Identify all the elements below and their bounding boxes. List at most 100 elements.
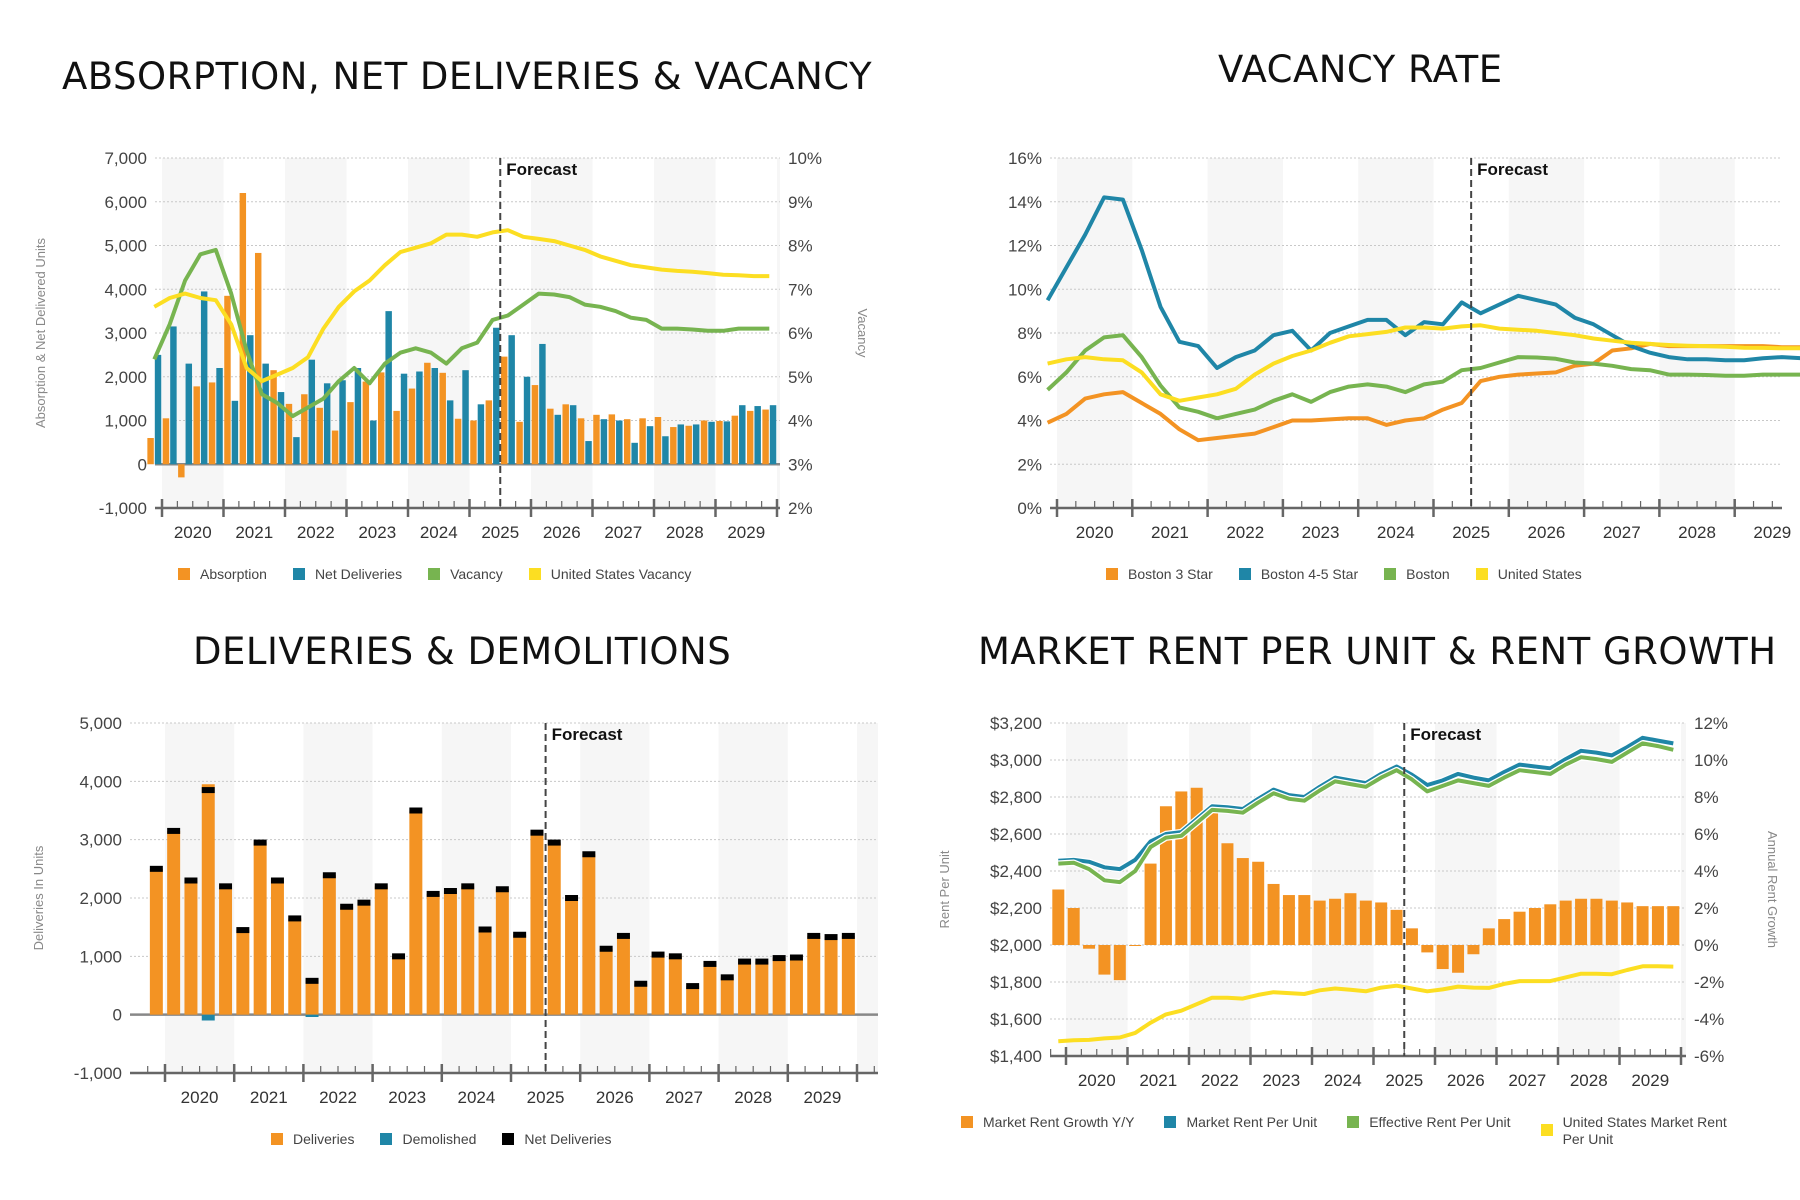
legend-item-demolished[interactable]: Demolished — [380, 1131, 476, 1148]
legend-item-market-rent[interactable]: Market Rent Per Unit — [1164, 1114, 1317, 1131]
bar-absorption — [301, 394, 308, 465]
legend-item-united-states[interactable]: United States — [1475, 566, 1582, 583]
bar-rent-growth — [1651, 906, 1664, 945]
bar-rent-growth — [1467, 945, 1480, 955]
bar-net-deliveries — [400, 373, 408, 465]
legend-item-boston-4-5-star[interactable]: Boston 4-5 Star — [1238, 566, 1358, 583]
legend-label: United States — [1497, 566, 1582, 582]
bar-deliveries — [478, 929, 492, 1015]
legend-item-rent-growth[interactable]: Market Rent Growth Y/Y — [961, 1114, 1134, 1131]
bar-absorption — [224, 295, 231, 465]
legend-label: Demolished — [402, 1131, 477, 1147]
line-united-states — [1047, 323, 1800, 403]
bar-deliveries — [305, 978, 319, 1015]
y2-tick-label: 6% — [788, 324, 813, 343]
y-tick-label: $2,600 — [990, 825, 1042, 844]
panel-absorption: ABSORPTION, NET DELIVERIES & VACANCY -1,… — [0, 0, 900, 600]
legend-label: Net Deliveries — [314, 566, 403, 582]
bar-net-deliveries — [677, 424, 685, 465]
x-tick-label: 2023 — [1302, 523, 1340, 542]
x-tick-label: 2023 — [358, 523, 396, 542]
y-tick-label: 1,000 — [104, 412, 147, 431]
bar-absorption — [685, 425, 692, 465]
bar-rent-growth — [1083, 945, 1096, 949]
y2-tick-label: 2% — [1694, 899, 1719, 918]
bar-rent-growth — [1175, 791, 1188, 945]
legend-item-net-deliveries[interactable]: Net Deliveries — [502, 1131, 612, 1148]
bar-absorption — [623, 419, 631, 465]
y2-tick-label: 6% — [1694, 825, 1719, 844]
bar-net-deliveries — [416, 371, 423, 465]
legend-swatch — [271, 1133, 283, 1145]
legend-label: Effective Rent Per Unit — [1369, 1114, 1511, 1130]
y-tick-label: $2,200 — [990, 899, 1042, 918]
marker-net-deliveries — [582, 851, 596, 858]
bar-absorption — [254, 252, 262, 465]
bar-absorption — [408, 388, 416, 465]
legend-item-us-vacancy[interactable]: United States Vacancy — [528, 566, 691, 583]
bar-absorption — [208, 382, 216, 465]
bar-net-deliveries — [692, 424, 700, 465]
bar-net-deliveries — [616, 420, 623, 465]
legend-swatch — [528, 568, 541, 580]
bar-rent-growth — [1098, 945, 1111, 975]
bar-rent-growth — [1667, 906, 1680, 945]
bar-absorption — [762, 409, 769, 465]
marker-net-deliveries — [149, 865, 163, 872]
bar-deliveries — [167, 830, 181, 1015]
x-tick-label: 2027 — [1508, 1071, 1546, 1090]
panel-market-rent: MARKET RENT PER UNIT & RENT GROWTH $1,40… — [900, 600, 1800, 1200]
x-tick-label: 2028 — [734, 1088, 772, 1107]
bar-net-deliveries — [385, 311, 392, 465]
bar-rent-growth — [1636, 906, 1649, 945]
y-tick-label: 16% — [1008, 149, 1042, 168]
legend-item-vacancy[interactable]: Vacancy — [428, 566, 503, 583]
y2-tick-label: 9% — [788, 193, 813, 212]
bar-absorption — [424, 362, 431, 465]
bar-deliveries — [253, 842, 267, 1015]
y-axis-label: Absorption & Net Delivered Units — [33, 237, 48, 428]
legend-item-absorption[interactable]: Absorption — [178, 566, 267, 583]
y-tick-label: -1,000 — [99, 499, 147, 518]
year-band — [1066, 723, 1128, 1056]
chart-title: VACANCY RATE — [1218, 48, 1503, 91]
bar-net-deliveries — [723, 421, 731, 465]
legend-item-boston-3-star[interactable]: Boston 3 Star — [1106, 566, 1213, 583]
panel-deliveries: DELIVERIES & DEMOLITIONS -1,000 0 1,000 2,0… — [0, 600, 900, 1200]
marker-net-deliveries — [288, 915, 302, 922]
y-tick-label: 6,000 — [104, 193, 147, 212]
bar-rent-growth — [1590, 898, 1603, 945]
bar-absorption — [577, 418, 585, 465]
y-tick-label: 1,000 — [79, 947, 122, 966]
y2-tick-label: 10% — [788, 149, 822, 168]
legend-swatch — [1540, 1124, 1553, 1136]
bar-deliveries — [374, 886, 388, 1015]
y-tick-label: $1,400 — [990, 1047, 1042, 1066]
bar-absorption — [147, 438, 154, 465]
bar-net-deliveries — [170, 326, 177, 465]
bar-deliveries — [236, 930, 250, 1015]
x-tick-label: 2024 — [1377, 523, 1415, 542]
bar-rent-growth — [1405, 928, 1418, 945]
x-tick-label: 2025 — [481, 523, 519, 542]
chart-legend: Boston 3 Star Boston 4-5 Star Boston Uni… — [1106, 566, 1582, 583]
legend-item-boston[interactable]: Boston — [1384, 566, 1450, 583]
y-tick-label: 2% — [1017, 455, 1042, 474]
legend-item-net-deliveries[interactable]: Net Deliveries — [292, 566, 403, 583]
x-tick-label: 2029 — [727, 523, 765, 542]
bar-rent-growth — [1421, 945, 1434, 953]
legend-item-effective-rent[interactable]: Effective Rent Per Unit — [1347, 1114, 1511, 1131]
legend-item-us-market-rent[interactable]: United States Market Rent Per Unit — [1540, 1114, 1733, 1148]
bar-deliveries — [219, 886, 233, 1015]
panel-vacancy-rate: VACANCY RATE 0% 2% 4% 6% 8% 10% 12% 14% 16% 2020 2… — [900, 0, 1800, 600]
bar-deliveries — [634, 983, 648, 1015]
x-tick-label: 2027 — [604, 523, 642, 542]
legend-item-deliveries[interactable]: Deliveries — [271, 1131, 354, 1148]
bar-net-deliveries — [231, 400, 239, 465]
bar-rent-growth — [1113, 945, 1126, 981]
bar-deliveries — [322, 875, 336, 1015]
bar-deliveries — [841, 935, 855, 1015]
legend-swatch — [380, 1133, 393, 1145]
bar-net-deliveries — [523, 376, 531, 465]
marker-net-deliveries — [374, 883, 388, 890]
